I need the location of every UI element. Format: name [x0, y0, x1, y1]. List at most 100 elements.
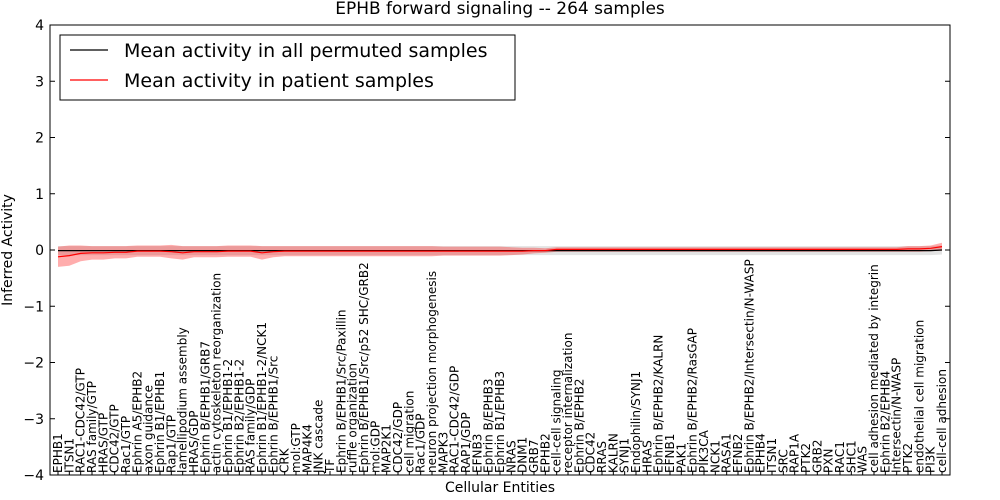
x-tick-label: Endophilin/SYNJ1: [629, 371, 643, 473]
x-tick-label: SRC: [776, 449, 790, 473]
x-tick-label: RAS family/GDP: [244, 379, 258, 473]
x-tick-label: PI3K: [924, 446, 938, 473]
x-tick-label: ITSN1: [62, 438, 76, 473]
chart-title: EPHB forward signaling -- 264 samples: [335, 0, 665, 19]
x-tick-label: Rac1/GDP: [414, 414, 428, 473]
x-tick-label: NCK1: [708, 440, 722, 473]
x-tick-label: Ephrin B1/EPHB1-2: [221, 359, 235, 473]
x-tick-label: RAP1A: [788, 433, 802, 473]
x-tick-label: ruffle organization: [346, 363, 360, 473]
y-tick-label: −4: [23, 468, 44, 484]
x-tick-label: CDC42/GTP: [108, 404, 122, 473]
x-tick-label: RAC1: [833, 441, 847, 473]
series-lines: [57, 246, 943, 258]
y-tick-label: −3: [23, 412, 44, 428]
x-tick-label: MAP4K4: [300, 424, 314, 473]
x-tick-label: PAK1: [674, 443, 688, 473]
x-tick-label: RAC1-CDC42/GTP: [74, 368, 88, 473]
x-tick-label: Ephrin B/EPHB3: [482, 379, 496, 473]
y-tick-label: −1: [23, 299, 44, 315]
x-tick-label: Ephrin B/EPHB1/Src/Paxillin: [334, 309, 348, 473]
x-tick-label: receptor internalization: [561, 333, 575, 473]
x-tick-label: JNK cascade: [312, 400, 326, 474]
y-tick-label: 3: [35, 74, 44, 90]
x-tick-label: Ephrin B1/EPHB3: [493, 371, 507, 473]
x-tick-label: WAS: [856, 446, 870, 473]
y-axis: −4 −3 −2 −1 0 1 2 3 4: [23, 18, 950, 484]
y-tick-label: 1: [35, 187, 44, 203]
x-tick-label: MAPK3: [436, 432, 450, 473]
legend: Mean activity in all permuted samples Me…: [59, 34, 516, 101]
x-tick-label: DNM1: [516, 437, 530, 473]
y-tick-label: 0: [35, 243, 44, 259]
x-tick-label: GRB2: [810, 439, 824, 473]
x-tick-label: neuron projection morphogenesis: [425, 271, 439, 473]
x-tick-label: EPHB1: [51, 433, 65, 473]
x-tick-label: HRAS: [640, 440, 654, 473]
x-tick-label: Ephrin B1/EPHB1: [153, 371, 167, 473]
x-tick-label: lamellipodium assembly: [176, 327, 190, 473]
x-tick-label: RAP1/GDP: [459, 412, 473, 473]
patient-band: [58, 242, 942, 267]
x-tick-label: mol:GTP: [289, 423, 303, 473]
x-tick-label: EFNB1: [663, 434, 677, 473]
x-tick-label: PTK2: [901, 443, 915, 473]
x-tick-label: CDC42/GDP: [391, 402, 405, 473]
legend-label-patient: Mean activity in patient samples: [124, 70, 434, 92]
x-tick-label: PXN: [822, 449, 836, 473]
x-tick-label: SYNJ1: [618, 438, 632, 473]
x-tick-label: EPHB2: [538, 433, 552, 473]
x-tick-label: NRAS: [504, 440, 518, 473]
x-tick-label: HRAS/GTP: [96, 413, 110, 473]
x-tick-label: PIK3CA: [697, 429, 711, 473]
x-tick-label: MAP2K1: [380, 424, 394, 473]
y-tick-label: −2: [23, 356, 44, 372]
x-tick-label: Ephrin B2/EPHB4: [878, 371, 892, 473]
x-axis-title: Cellular Entities: [445, 480, 555, 496]
confidence-bands: [58, 242, 942, 267]
x-tick-label: RAS family/GTP: [85, 381, 99, 473]
x-tick-label: TF: [323, 459, 337, 474]
x-tick-label: cell-cell adhesion: [935, 369, 949, 473]
patient-mean-line: [57, 246, 943, 258]
y-tick-label: 4: [35, 18, 44, 34]
x-tick-label: CRK: [278, 447, 292, 473]
x-tick-label: cell migration: [402, 391, 416, 473]
x-tick-label: endothelial cell migration: [912, 320, 926, 473]
x-tick-label: Ephrin A5/EPHB2: [130, 371, 144, 473]
y-tick-label: 2: [35, 131, 44, 147]
x-tick-label: Rap1/GTP: [164, 415, 178, 473]
x-tick-label: axon guidance: [142, 385, 156, 473]
x-tick-label: actin cytoskeleton reorganization: [210, 273, 224, 473]
x-tick-label: Rac1/GTP: [119, 416, 133, 473]
x-tick-label: SHC1: [844, 440, 858, 473]
x-tick-label: RASA1: [720, 433, 734, 473]
x-tick-label: Ephrin B1/EPHB1-2/NCK1: [255, 322, 269, 473]
x-tick-label: CDC42: [584, 432, 598, 473]
x-tick-label: HRAS/GDP: [187, 410, 201, 473]
x-tick-label: GRB7: [527, 439, 541, 473]
x-tick-label: Ephrin B/EPHB1/Src/p52 SHC/GRB2: [357, 262, 371, 473]
x-tick-label: Intersectin/N-WASP: [890, 358, 904, 473]
x-tick-label: Ephrin B/EPHB2/RasGAP: [686, 328, 700, 473]
x-tick-label: Ephrin B/EPHB1/GRB7: [198, 341, 212, 473]
legend-label-permuted: Mean activity in all permuted samples: [124, 40, 487, 62]
legend-box: [59, 34, 516, 101]
x-tick-label: Ephrin B2/EPHB1-2: [232, 359, 246, 473]
y-axis-title: Inferred Activity: [0, 194, 16, 306]
x-tick-label: EFNB2: [731, 434, 745, 473]
x-tick-label: Ephrin B/EPHB2/KALRN: [652, 335, 666, 473]
x-tick-label: EFNB3: [470, 434, 484, 473]
x-tick-label: cell adhesion mediated by integrin: [867, 264, 881, 473]
x-tick-label: mol:GDP: [368, 421, 382, 473]
x-tick-label: EPHB4: [754, 433, 768, 473]
x-tick-label: cell-cell signaling: [550, 370, 564, 474]
x-tick-label: KALRN: [606, 433, 620, 473]
x-tick-label: PTK2: [799, 443, 813, 473]
x-tick-label: Ephrin B/EPHB2/Intersectin/N-WASP: [742, 259, 756, 473]
x-tick-label: RRAS: [595, 441, 609, 473]
x-tick-label: ITSN1: [765, 438, 779, 473]
x-tick-label: Ephrin B/EPHB2: [572, 379, 586, 473]
